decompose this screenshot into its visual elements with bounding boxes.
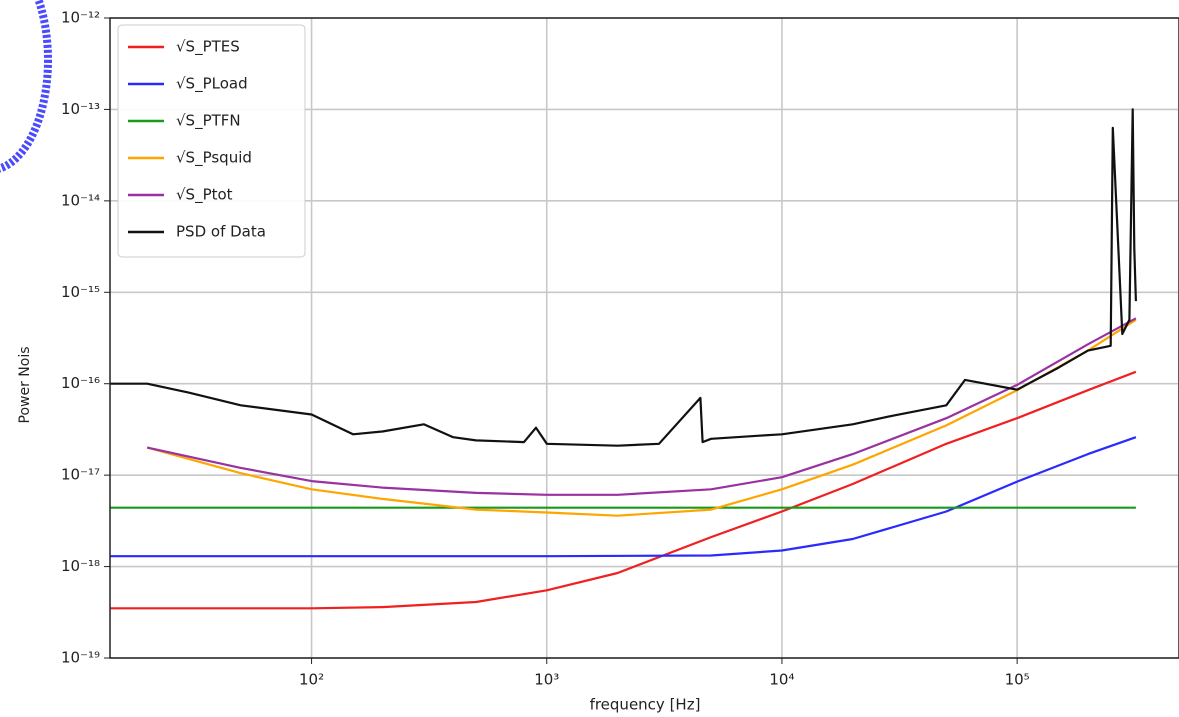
y-tick-label: 10⁻¹⁴ (61, 191, 100, 209)
legend: √S_PTES √S_PLoad √S_PTFN √S_Psquid √S_Ptot PS… (118, 25, 305, 257)
legend-label: √S_Psquid (176, 149, 252, 168)
y-tick-label: 10⁻¹⁸ (61, 557, 100, 575)
series-line (147, 320, 1136, 516)
decoration (0, 0, 48, 170)
series-line (110, 437, 1136, 556)
y-tick-label: 10⁻¹⁵ (61, 283, 100, 301)
legend-label: √S_PTFN (176, 112, 241, 131)
chart: 10² 10³ 10⁴ 10⁵ 10⁻¹⁹ 10⁻¹⁸ 10⁻¹⁷ 10⁻¹⁶ 10⁻¹⁵ 10⁻… (0, 0, 1179, 717)
y-tick-label: 10⁻¹⁷ (61, 466, 100, 484)
legend-label: PSD of Data (176, 223, 266, 241)
x-tick-label: 10³ (534, 671, 559, 689)
legend-label: √S_PLoad (176, 75, 248, 94)
x-tick-label: 10⁵ (1005, 671, 1030, 689)
series-line (147, 318, 1136, 495)
legend-label: √S_PTES (176, 38, 240, 57)
y-tick-label: 10⁻¹⁹ (61, 649, 100, 667)
x-tick-label: 10⁴ (769, 671, 794, 689)
y-axis-label: Power Nois (17, 347, 33, 424)
y-tick-label: 10⁻¹³ (61, 100, 100, 118)
y-tick-label: 10⁻¹² (61, 9, 100, 27)
legend-label: √S_Ptot (176, 186, 233, 205)
x-tick-label: 10² (299, 671, 324, 689)
x-axis-label: frequency [Hz] (590, 696, 701, 714)
y-tick-label: 10⁻¹⁶ (61, 374, 100, 392)
